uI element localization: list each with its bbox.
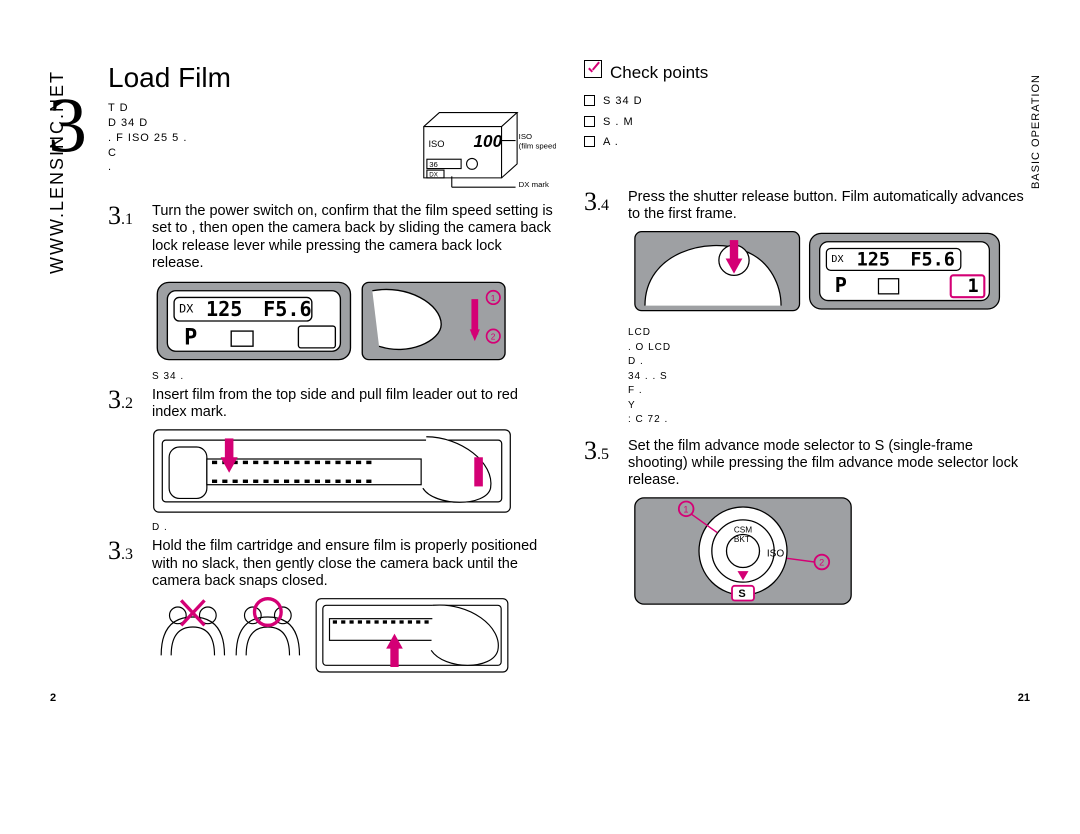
iso-label: ISO <box>519 132 532 141</box>
film-speed-label: (film speed) <box>519 141 556 150</box>
checkpoints-header: Check points <box>584 60 1032 83</box>
page-number-left: 2 <box>50 692 56 706</box>
svg-text:125: 125 <box>857 249 890 270</box>
film-position-illustration <box>152 597 556 677</box>
intro-line: . <box>108 160 402 175</box>
intro-line: D 34 D <box>108 116 402 131</box>
step-text: Set the film advance mode selector to S … <box>628 438 1032 490</box>
svg-text:2: 2 <box>491 331 496 341</box>
step-3-5: 3.5 Set the film advance mode selector t… <box>584 438 1032 490</box>
svg-text:2: 2 <box>819 557 824 567</box>
svg-text:DX: DX <box>179 301 193 315</box>
film-insert-illustration <box>152 428 556 514</box>
svg-text:1: 1 <box>491 292 496 302</box>
page: WWW.LENSINC.NET BASIC OPERATION 3 Load F… <box>0 0 1080 834</box>
checkbox-icon <box>584 116 595 127</box>
content: Load Film T D D 34 D . F ISO 25 5 . C . <box>108 60 1032 794</box>
step-number: 3.2 <box>108 387 142 422</box>
column-left: Load Film T D D 34 D . F ISO 25 5 . C . <box>108 60 556 794</box>
dx-mark-label: DX mark <box>519 180 549 189</box>
step-number: 3.4 <box>584 189 618 224</box>
section-side-label: BASIC OPERATION <box>1030 74 1044 189</box>
checkpoint-item: S . M <box>584 114 1032 131</box>
step-note: D . <box>152 522 556 535</box>
step-number: 3.5 <box>584 438 618 490</box>
svg-text:36: 36 <box>429 160 438 169</box>
svg-text:F5.6: F5.6 <box>263 297 312 321</box>
svg-text:1: 1 <box>683 504 688 514</box>
page-title: Load Film <box>108 60 556 95</box>
chapter-number: 3 <box>48 90 108 160</box>
step-note: S 34 . <box>152 371 556 384</box>
step-number: 3.1 <box>108 203 142 273</box>
svg-text:P: P <box>835 273 847 297</box>
checkbox-icon <box>584 95 595 106</box>
svg-text:1: 1 <box>968 276 979 297</box>
svg-text:DX: DX <box>831 253 843 264</box>
svg-text:DX: DX <box>429 171 438 178</box>
checkpoints-list: S 34 D S . M A . <box>584 93 1032 155</box>
intro-row: T D D 34 D . F ISO 25 5 . C . <box>108 101 556 191</box>
svg-text:125: 125 <box>206 297 242 321</box>
step-3-1: 3.1 Turn the power switch on, confirm th… <box>108 203 556 273</box>
column-right: Check points S 34 D S . M A <box>584 60 1032 794</box>
shutter-press-illustration: DX 125 F5.6 P 1 <box>628 230 1032 319</box>
svg-text:BKT: BKT <box>734 535 750 544</box>
steps-right: 3.4 Press the shutter release button. Fi… <box>584 189 1032 618</box>
checkbox-icon <box>584 136 595 147</box>
step-text: Turn the power switch on, confirm that t… <box>152 203 556 273</box>
step-3-2: 3.2 Insert film from the top side and pu… <box>108 387 556 422</box>
step-3-3: 3.3 Hold the film cartridge and ensure f… <box>108 538 556 590</box>
step-text: Press the shutter release button. Film a… <box>628 189 1032 224</box>
intro-line: . F ISO 25 5 . <box>108 131 402 146</box>
svg-text:ISO: ISO <box>428 139 444 149</box>
svg-text:ISO: ISO <box>767 548 785 559</box>
film-box-illustration: 100 ISO 36 DX ISO (film speed) <box>416 101 556 191</box>
steps-left: 3.1 Turn the power switch on, confirm th… <box>108 203 556 685</box>
intro-line: T D <box>108 101 402 116</box>
checkpoint-item: A . <box>584 134 1032 151</box>
intro-line: C <box>108 146 402 161</box>
lcd-and-lever-illustration: DX 125 F5.6 P 1 2 <box>152 279 556 363</box>
check-icon <box>584 60 602 78</box>
step-number: 3.3 <box>108 538 142 590</box>
step-3-4: 3.4 Press the shutter release button. Fi… <box>584 189 1032 224</box>
step-text: Hold the film cartridge and ensure film … <box>152 538 556 590</box>
checkpoints-title: Check points <box>610 62 708 83</box>
svg-text:F5.6: F5.6 <box>910 249 954 270</box>
svg-text:P: P <box>184 325 197 350</box>
svg-text:100: 100 <box>474 132 503 151</box>
step-text: Insert film from the top side and pull f… <box>152 387 556 422</box>
page-number-right: 21 <box>1018 692 1030 706</box>
step-note: LCD . O LCD D . 34 . . S F <box>628 326 1032 428</box>
svg-text:S: S <box>738 588 745 600</box>
intro-text: T D D 34 D . F ISO 25 5 . C . <box>108 101 402 175</box>
checkpoint-item: S 34 D <box>584 93 1032 110</box>
mode-dial-illustration: CSM BKT ISO 1 2 S <box>628 496 1032 611</box>
svg-text:CSM: CSM <box>734 525 752 534</box>
